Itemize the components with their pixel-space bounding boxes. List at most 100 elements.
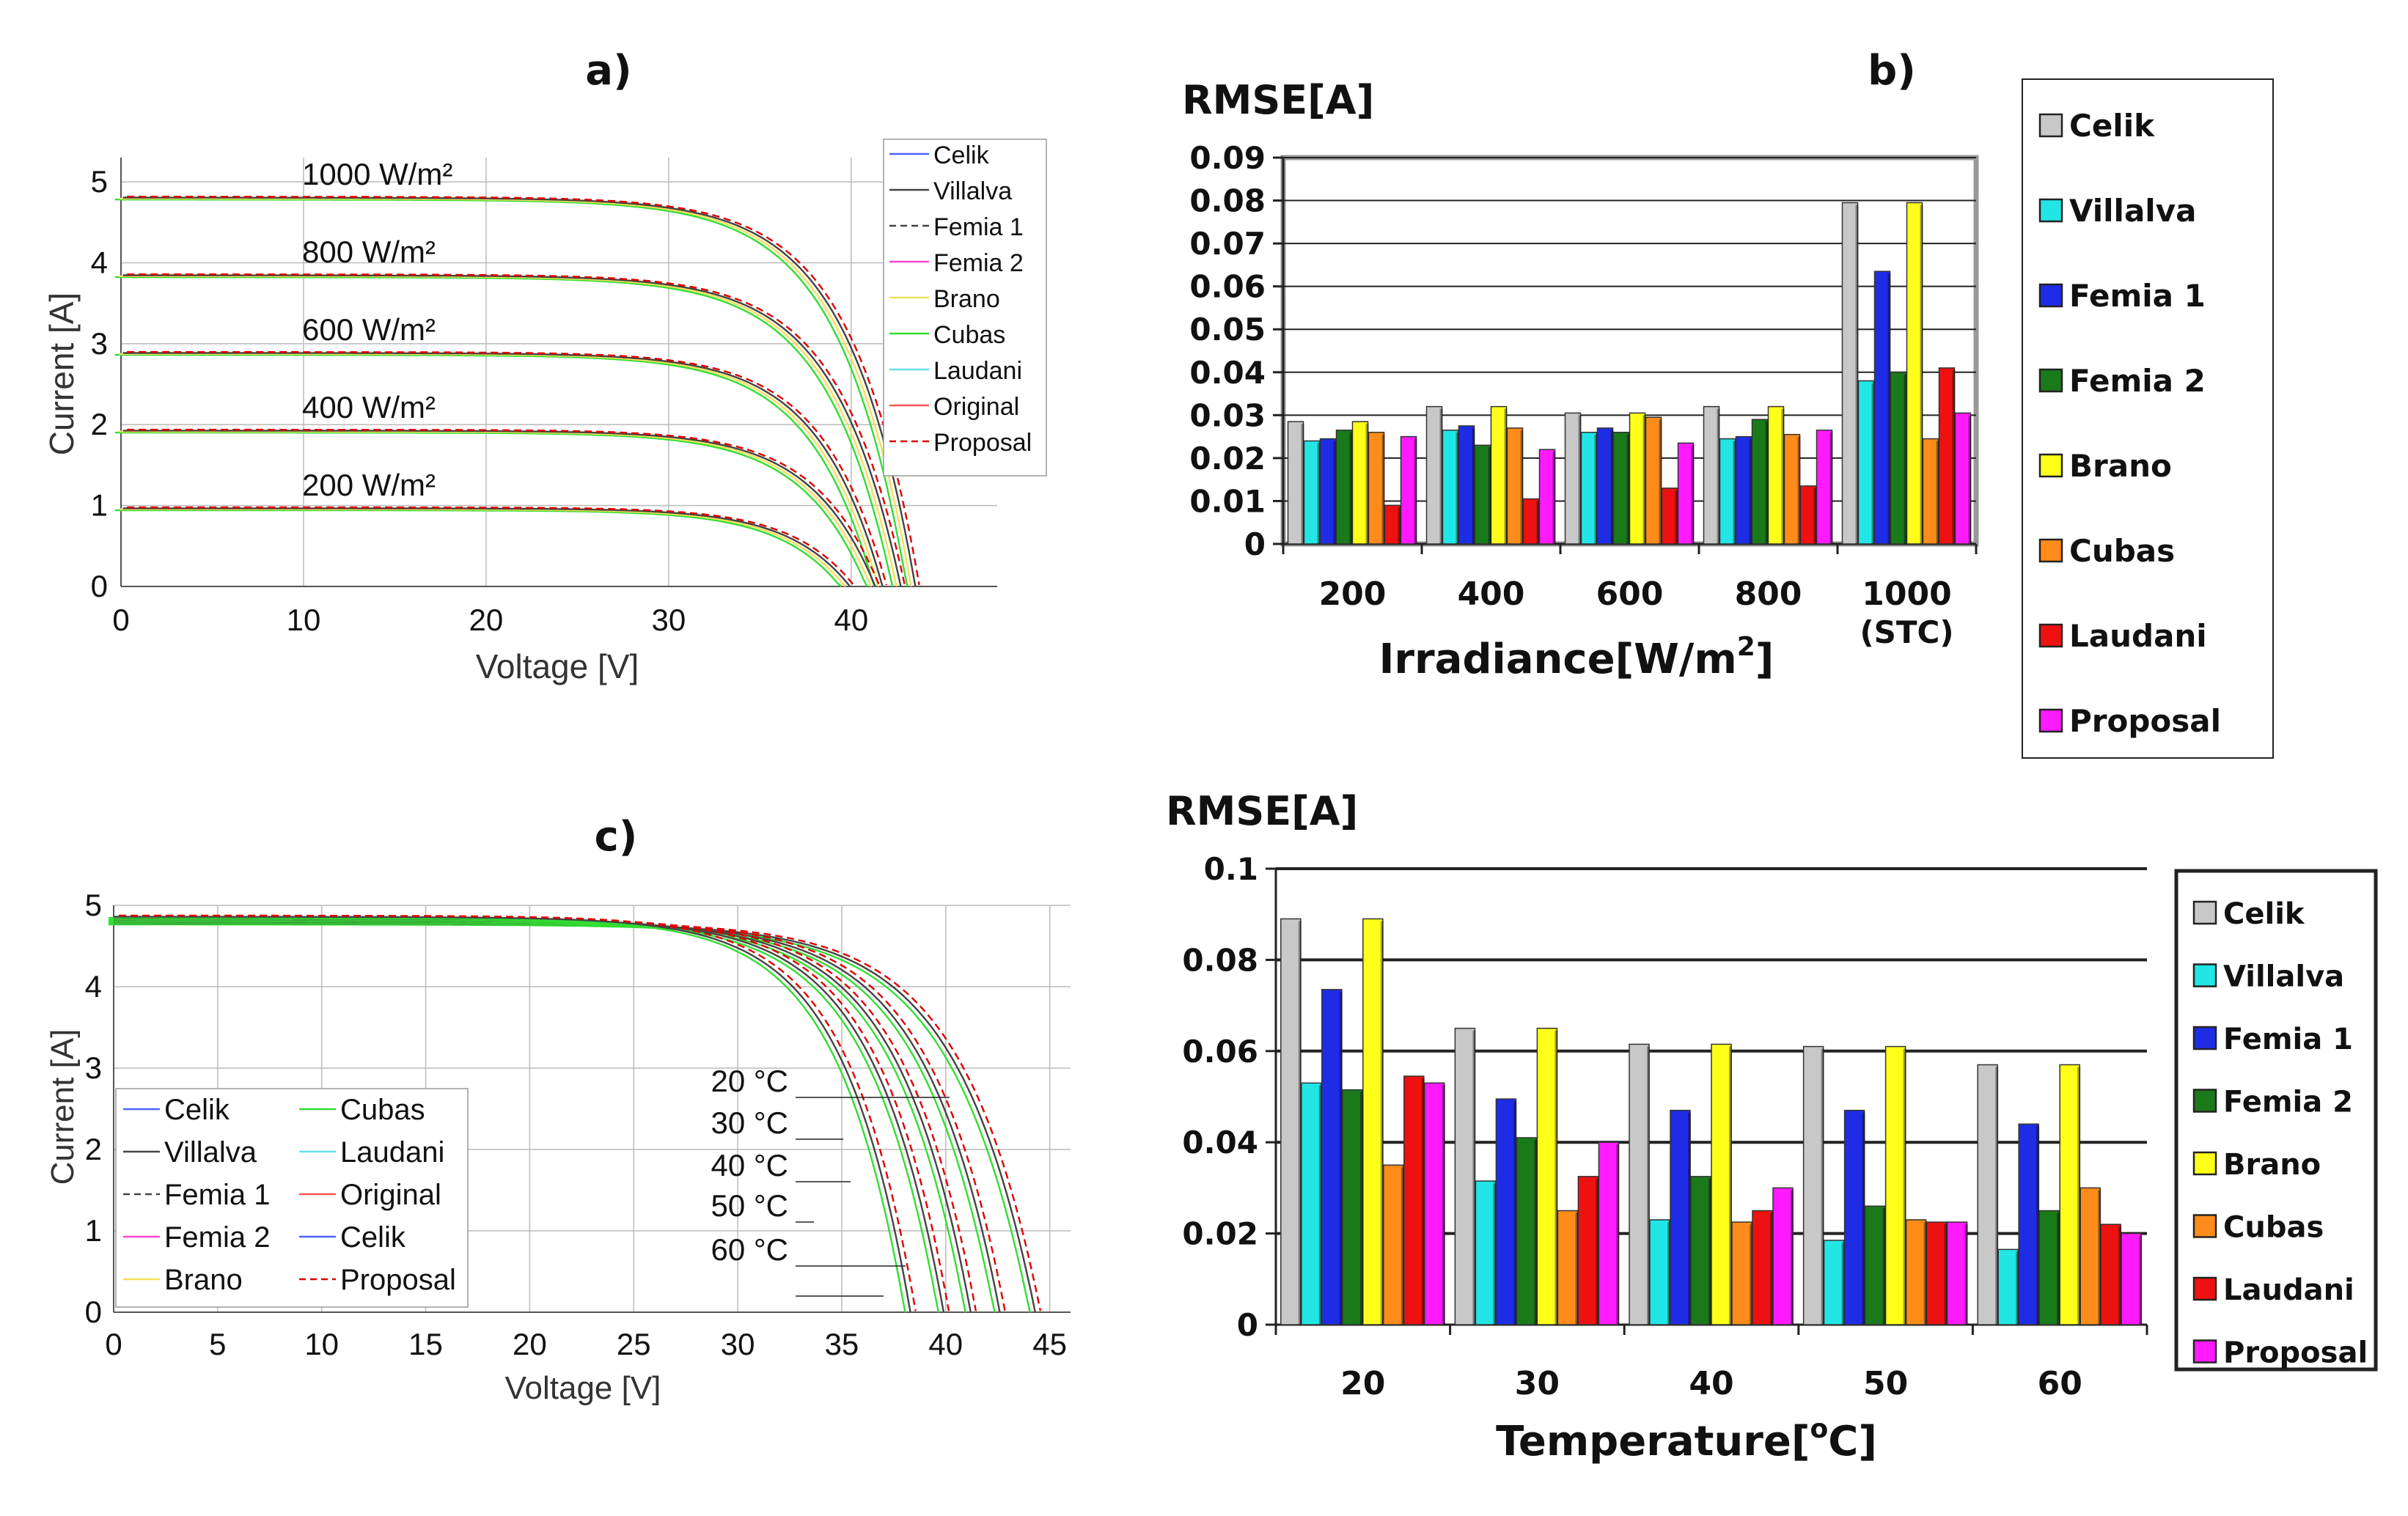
bar bbox=[1383, 1164, 1404, 1325]
legend-swatch bbox=[2192, 1339, 2217, 1364]
curve-label: 20 °C bbox=[711, 1064, 788, 1098]
bar bbox=[1474, 444, 1491, 545]
bar-shade bbox=[1882, 1208, 1886, 1325]
legend-entry: Cubas bbox=[2069, 533, 2175, 569]
bar bbox=[1802, 1045, 1824, 1325]
bar bbox=[1342, 1089, 1363, 1325]
y-axis-label: Current [A] bbox=[45, 1029, 81, 1185]
bar-shade bbox=[1552, 452, 1556, 544]
bar-shade bbox=[1610, 430, 1614, 544]
legend-entry: Femia 1 bbox=[164, 1179, 271, 1211]
bar bbox=[1280, 918, 1302, 1325]
y-tick-label: 2 bbox=[91, 407, 108, 441]
bar-shade bbox=[1729, 1046, 1732, 1325]
bar bbox=[1442, 430, 1459, 545]
legend-entry: Villalva bbox=[2223, 960, 2344, 994]
y-tick-label: 0.1 bbox=[1204, 851, 1258, 887]
legend-swatch bbox=[2038, 283, 2063, 308]
bar-shade bbox=[1414, 438, 1417, 544]
iv-curve bbox=[114, 509, 843, 587]
bar bbox=[1977, 1064, 1998, 1325]
y-tick-label: 0.06 bbox=[1189, 269, 1266, 305]
bar bbox=[1946, 1221, 1968, 1325]
y-tick-label: 0.05 bbox=[1189, 312, 1266, 347]
bar bbox=[1703, 405, 1720, 545]
legend-swatch bbox=[2192, 1276, 2217, 1301]
legend-entry: Villalva bbox=[164, 1136, 257, 1169]
y-tick-label: 5 bbox=[91, 164, 108, 199]
bar bbox=[1495, 1098, 1517, 1325]
bar bbox=[1841, 202, 1859, 545]
bar bbox=[1873, 271, 1891, 545]
iv-curve bbox=[127, 506, 855, 586]
y-tick-label: 0.02 bbox=[1189, 441, 1266, 476]
bar bbox=[1475, 1180, 1497, 1325]
bar bbox=[1823, 1240, 1845, 1325]
bar-shade bbox=[1575, 1213, 1579, 1325]
y-axis-label: RMSE[A] bbox=[1182, 77, 1374, 123]
bar-shade bbox=[1439, 408, 1443, 544]
bar bbox=[1799, 485, 1817, 545]
bar-shade bbox=[1688, 1112, 1691, 1325]
bar bbox=[1368, 432, 1385, 545]
legend-entry: Brano bbox=[2223, 1148, 2321, 1182]
bar bbox=[1287, 421, 1304, 545]
bar-shade bbox=[1333, 441, 1337, 544]
bar bbox=[1384, 504, 1401, 545]
bar bbox=[1362, 918, 1384, 1325]
legend-entry: Femia 2 bbox=[933, 249, 1024, 277]
y-tick-label: 0.06 bbox=[1182, 1034, 1258, 1070]
bar-shade bbox=[1513, 1101, 1517, 1325]
y-tick-label: 3 bbox=[85, 1050, 102, 1085]
bar bbox=[2038, 1210, 2060, 1325]
bar-shade bbox=[2098, 1190, 2102, 1325]
iv-curve bbox=[114, 199, 908, 587]
curve-label: 400 W/m² bbox=[302, 390, 436, 424]
legend-swatch bbox=[2038, 198, 2063, 223]
bar-shade bbox=[1781, 408, 1785, 544]
curve-label: 60 °C bbox=[711, 1232, 788, 1267]
x-tick-label: 30 bbox=[721, 1327, 755, 1361]
x-axis-label-sup: o bbox=[1810, 1414, 1828, 1444]
iv-curve bbox=[127, 350, 888, 586]
bar-shade bbox=[1964, 1224, 1968, 1325]
x-tick-sublabel: (STC) bbox=[1860, 614, 1953, 650]
curve-label: 200 W/m² bbox=[302, 468, 436, 502]
x-axis-label-end: C] bbox=[1828, 1418, 1877, 1465]
bar bbox=[1351, 421, 1369, 545]
bar bbox=[1538, 449, 1556, 545]
curve-label: 40 °C bbox=[711, 1148, 788, 1182]
bar-shade bbox=[1944, 1224, 1948, 1325]
y-tick-label: 0.02 bbox=[1182, 1216, 1258, 1252]
bar bbox=[1905, 1219, 1927, 1325]
y-tick-label: 3 bbox=[91, 326, 108, 361]
bar bbox=[1772, 1187, 1794, 1325]
bar bbox=[1670, 1109, 1691, 1325]
y-tick-label: 0 bbox=[1244, 526, 1266, 562]
bar-shade bbox=[1359, 1092, 1363, 1325]
bar bbox=[1661, 487, 1678, 545]
x-axis-label: Temperature[oC] bbox=[1496, 1414, 1877, 1465]
y-tick-label: 0.03 bbox=[1189, 397, 1266, 433]
bar bbox=[1580, 432, 1598, 545]
bar-shade bbox=[1904, 374, 1907, 544]
bar-shade bbox=[1887, 273, 1891, 544]
bar-shade bbox=[1821, 1048, 1824, 1325]
bar-shade bbox=[1554, 1030, 1558, 1325]
bar-shade bbox=[1871, 383, 1875, 544]
y-tick-label: 5 bbox=[85, 888, 102, 922]
legend-swatch bbox=[2192, 1214, 2217, 1238]
bar-shade bbox=[1421, 1078, 1425, 1325]
y-tick-label: 0.07 bbox=[1189, 226, 1266, 262]
bar-shade bbox=[1456, 432, 1459, 544]
bar-shade bbox=[1493, 1183, 1497, 1325]
bar bbox=[1629, 1043, 1650, 1325]
bar bbox=[1557, 1210, 1579, 1325]
bar bbox=[1321, 989, 1343, 1325]
x-tick-label: 35 bbox=[825, 1327, 859, 1361]
bar bbox=[2059, 1064, 2080, 1325]
bar bbox=[1596, 427, 1614, 545]
bar-shade bbox=[1401, 1167, 1404, 1325]
bar bbox=[2080, 1187, 2101, 1325]
legend-entry: Laudani bbox=[933, 357, 1022, 385]
